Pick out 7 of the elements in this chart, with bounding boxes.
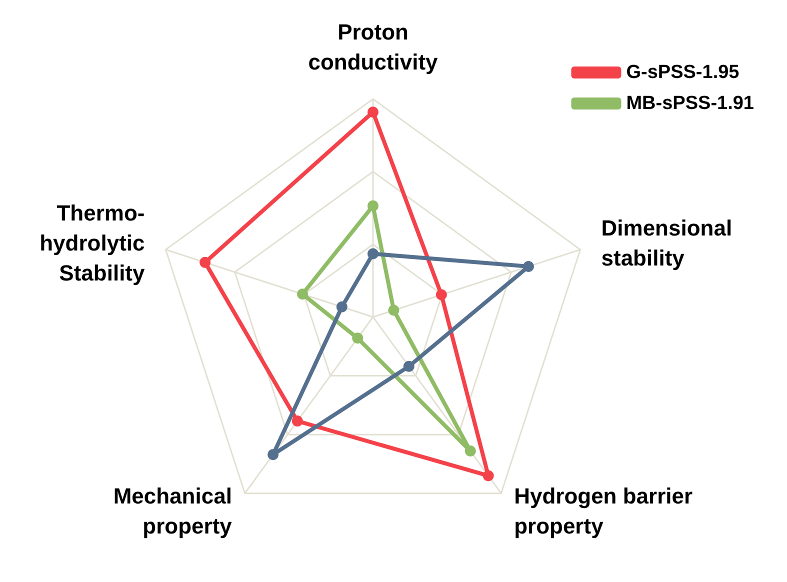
spoke-label: Hydrogen barrier property bbox=[514, 484, 693, 539]
spoke-label: Dimensional stability bbox=[601, 215, 732, 270]
legend-label: G-sPSS-1.95 bbox=[626, 62, 740, 83]
spoke-label: Mechanical property bbox=[113, 484, 233, 539]
spoke-label: Thermo- hydrolytic Stability bbox=[40, 200, 146, 286]
spoke-label: Proton conductivity bbox=[308, 20, 439, 74]
legend-label: MB-sPSS-1.91 bbox=[626, 93, 754, 114]
